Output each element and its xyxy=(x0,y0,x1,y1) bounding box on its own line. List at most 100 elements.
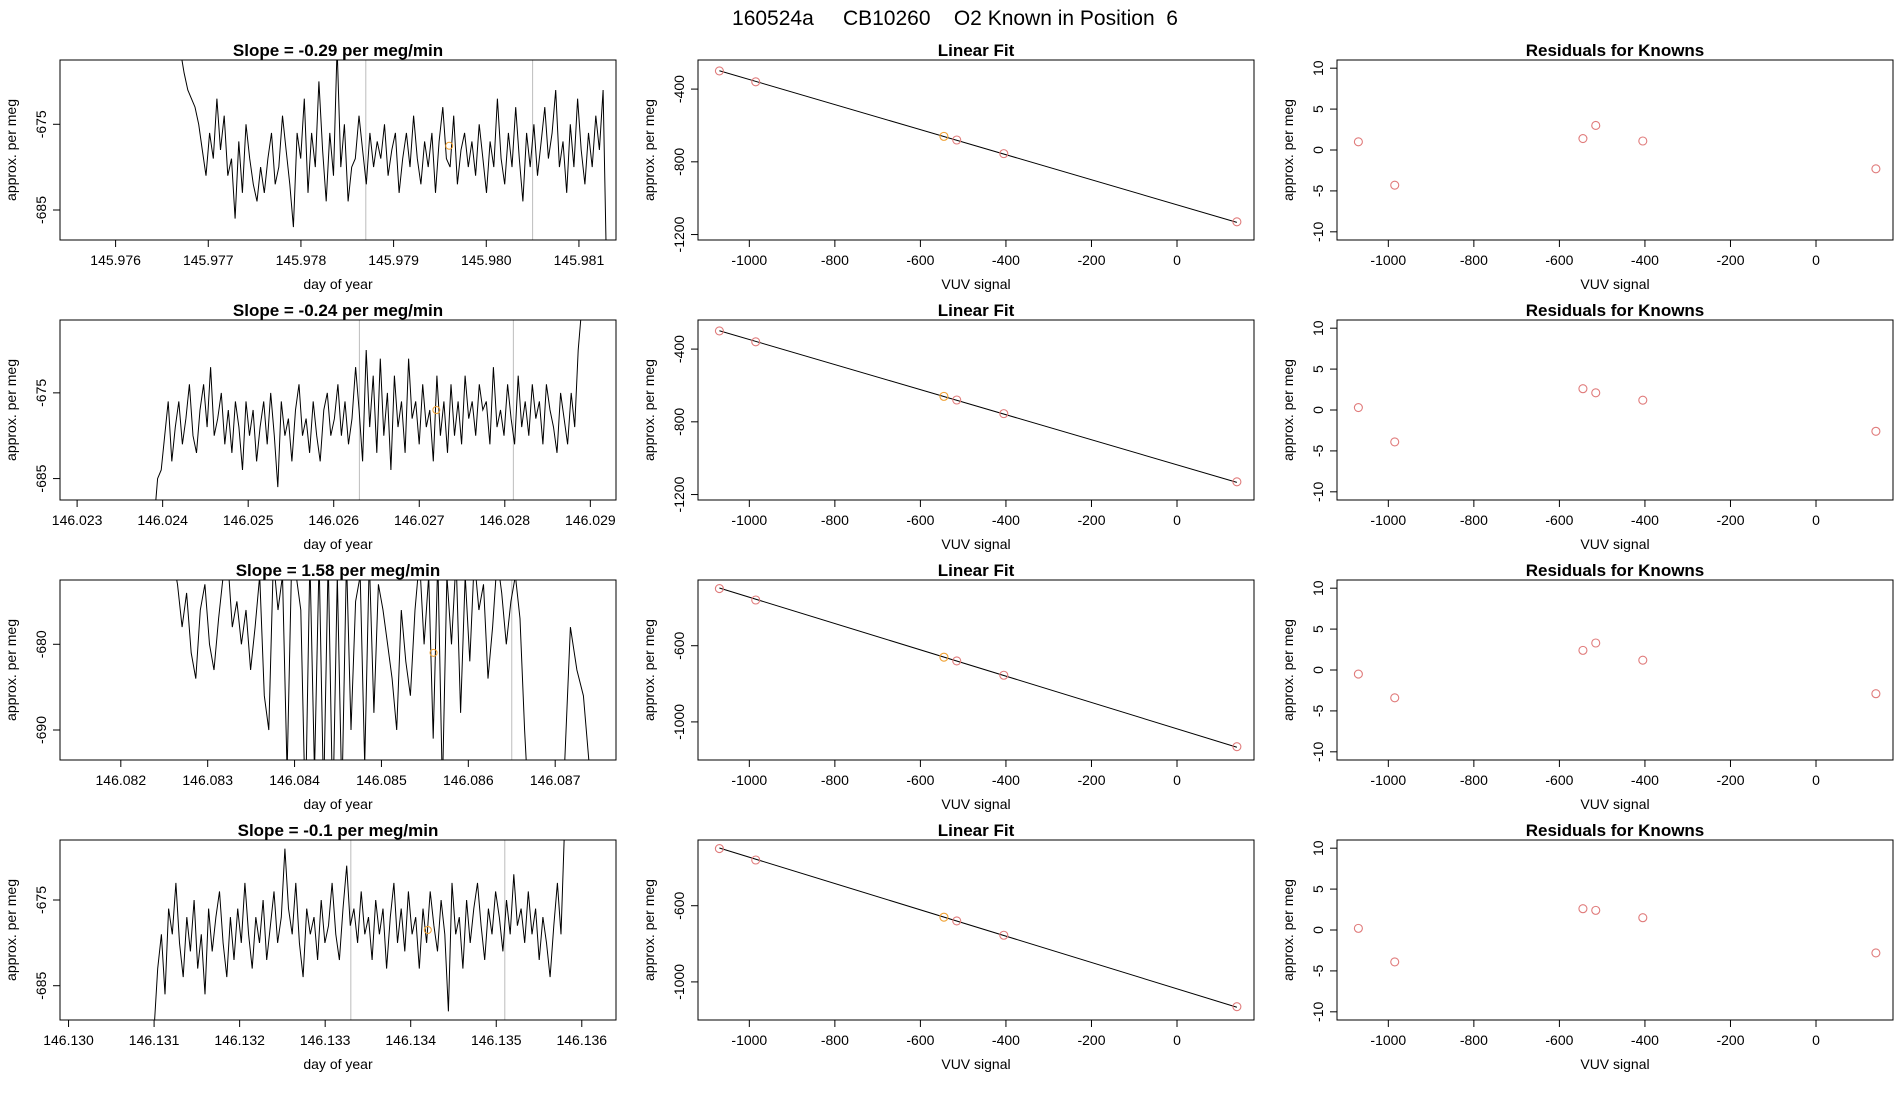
plot-frame xyxy=(59,579,617,761)
plot-frame xyxy=(697,579,1255,761)
y-tick-label: -1200 xyxy=(671,216,687,252)
plot-frame xyxy=(697,839,1255,1021)
y-tick-label: -800 xyxy=(671,408,687,436)
x-tick-label: 146.135 xyxy=(471,1032,522,1048)
x-tick-label: -200 xyxy=(1716,772,1744,788)
data-point xyxy=(999,149,1009,159)
data-point xyxy=(714,844,724,854)
y-axis-label: approx. per meg xyxy=(641,359,657,461)
x-tick-label: -800 xyxy=(821,512,849,528)
x-tick-label: -1000 xyxy=(1370,512,1406,528)
y-tick-label: -690 xyxy=(33,716,49,744)
x-tick-label: 145.979 xyxy=(368,252,419,268)
x-tick-label: -800 xyxy=(821,1032,849,1048)
y-tick-label: 5 xyxy=(1310,105,1326,113)
x-tick-label: -600 xyxy=(1545,1032,1573,1048)
residuals-panel-1: Residuals for Knowns VUV signal approx. pe… xyxy=(1280,41,1894,292)
y-tick-label: -10 xyxy=(1310,741,1326,761)
data-point xyxy=(1638,655,1648,665)
y-tick-label: -5 xyxy=(1310,704,1326,717)
data-point xyxy=(1578,384,1588,394)
y-tick-label: -1200 xyxy=(671,476,687,512)
residuals-panel-3: Residuals for Knowns VUV signal approx. pe… xyxy=(1280,561,1894,812)
x-tick-label: -1000 xyxy=(1370,1032,1406,1048)
data-point xyxy=(1591,905,1601,915)
x-tick-label: 146.136 xyxy=(556,1032,607,1048)
x-tick-label: -200 xyxy=(1716,252,1744,268)
data-point xyxy=(714,326,724,336)
x-tick-label: 146.082 xyxy=(96,772,147,788)
x-tick-label: -400 xyxy=(992,772,1020,788)
current-point xyxy=(429,648,438,657)
residuals-panel-4: Residuals for Knowns VUV signal approx. pe… xyxy=(1280,821,1894,1072)
x-tick-label: 146.027 xyxy=(394,512,445,528)
data-point xyxy=(1232,477,1242,487)
x-tick-label: 146.130 xyxy=(43,1032,94,1048)
x-tick-label: 145.978 xyxy=(276,252,327,268)
x-tick-label: -400 xyxy=(1631,772,1659,788)
plot-frame xyxy=(59,319,617,501)
x-tick-label: -800 xyxy=(1460,512,1488,528)
panel-title: Slope = -0.24 per meg/min xyxy=(233,301,443,320)
x-tick-label: -600 xyxy=(1545,512,1573,528)
x-tick-label: 146.087 xyxy=(530,772,581,788)
y-tick-label: 10 xyxy=(1310,580,1326,596)
current-point xyxy=(423,926,432,934)
x-axis-label: VUV signal xyxy=(1580,536,1649,552)
fit-line xyxy=(719,330,1238,483)
data-point xyxy=(1871,689,1881,699)
data-layer xyxy=(176,580,590,760)
x-tick-label: 0 xyxy=(1173,1032,1181,1048)
x-tick-label: 146.131 xyxy=(129,1032,180,1048)
x-axis-label: VUV signal xyxy=(941,276,1010,292)
y-axis-label: approx. per meg xyxy=(3,619,19,721)
x-tick-label: -800 xyxy=(1460,252,1488,268)
y-tick-label: 5 xyxy=(1310,885,1326,893)
current-point xyxy=(939,391,949,401)
data-point xyxy=(999,409,1009,419)
x-axis-label: VUV signal xyxy=(1580,276,1649,292)
plot-frame xyxy=(697,59,1255,241)
y-tick-label: 0 xyxy=(1310,146,1326,154)
panel-title: Residuals for Knowns xyxy=(1526,301,1705,320)
panel-grid: Slope = -0.29 per meg/min day of year appr… xyxy=(3,41,1894,1072)
x-tick-label: 0 xyxy=(1173,512,1181,528)
data-point xyxy=(1871,426,1881,436)
x-tick-label: 146.025 xyxy=(223,512,274,528)
data-point xyxy=(999,930,1009,940)
x-tick-label: 146.083 xyxy=(182,772,233,788)
panel-title: Linear Fit xyxy=(938,41,1015,60)
y-tick-label: 0 xyxy=(1310,406,1326,414)
data-point xyxy=(751,855,761,865)
y-axis-label: approx. per meg xyxy=(3,99,19,201)
y-tick-label: 10 xyxy=(1310,60,1326,76)
x-tick-label: -1000 xyxy=(731,1032,767,1048)
linear-fit-panel-4: Linear Fit VUV signal approx. per meg -1000… xyxy=(641,821,1255,1072)
x-tick-label: 0 xyxy=(1173,252,1181,268)
y-tick-label: -685 xyxy=(33,196,49,224)
x-axis-label: day of year xyxy=(303,276,373,292)
data-layer xyxy=(714,326,1242,487)
x-tick-label: -400 xyxy=(1631,252,1659,268)
data-point xyxy=(1353,402,1363,413)
series-line xyxy=(176,580,527,760)
data-point xyxy=(751,337,761,347)
x-tick-label: -1000 xyxy=(1370,772,1406,788)
data-point xyxy=(1232,1002,1242,1012)
y-axis-label: approx. per meg xyxy=(1280,359,1296,461)
y-tick-label: -1000 xyxy=(671,704,687,740)
x-tick-label: -800 xyxy=(821,252,849,268)
data-layer xyxy=(155,320,582,500)
y-tick-label: -5 xyxy=(1310,184,1326,197)
data-layer xyxy=(714,66,1242,227)
data-point xyxy=(1390,957,1400,967)
panel-title: Residuals for Knowns xyxy=(1526,821,1705,840)
linear-fit-panel-3: Linear Fit VUV signal approx. per meg -1000… xyxy=(641,561,1255,812)
data-point xyxy=(751,77,761,87)
x-tick-label: 146.029 xyxy=(565,512,616,528)
x-axis-label: day of year xyxy=(303,1056,373,1072)
x-tick-label: 0 xyxy=(1812,1032,1820,1048)
current-point xyxy=(432,406,441,414)
x-tick-label: 146.085 xyxy=(356,772,407,788)
